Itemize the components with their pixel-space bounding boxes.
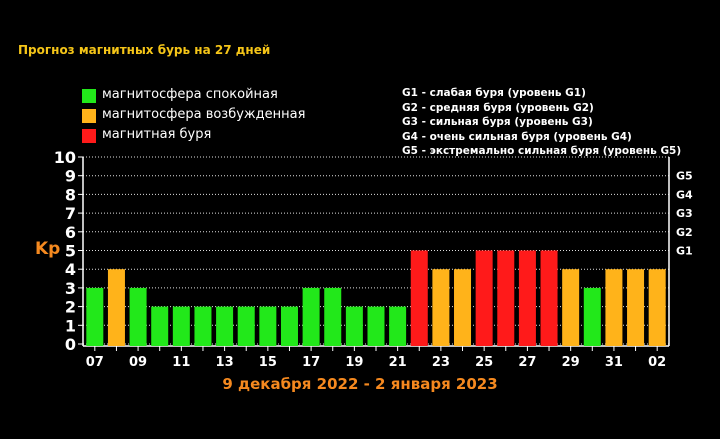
x-tick-label-21: 21 [389,355,407,370]
bar-25 [475,250,493,346]
bar-11 [172,306,190,346]
right-tick-label-g3: G3 [676,207,693,220]
x-tick-label-15: 15 [259,355,277,370]
y-tick-label-1: 1 [65,316,76,335]
bar-22 [410,250,428,346]
bar-19 [345,306,363,346]
legend-swatch-active [82,109,96,123]
y-tick-label-7: 7 [65,204,76,223]
bar-29 [562,269,580,346]
legend-g-scale: G1 - слабая буря (уровень G1) G2 - средн… [402,86,681,159]
x-tick-label-19: 19 [345,355,363,370]
chart-title: Прогноз магнитных бурь на 27 дней [18,43,271,57]
x-tick-label-17: 17 [302,355,320,370]
bar-14 [237,306,255,346]
y-tick-label-8: 8 [65,185,76,204]
bar-31 [605,269,623,346]
bar-15 [259,306,277,346]
legend-g5: G5 - экстремально сильная буря (уровень … [402,145,682,158]
bar-27 [518,250,536,346]
x-tick-label-02: 02 [648,355,666,370]
legend-label-active: магнитосфера возбужденная [102,107,306,122]
bar-23 [432,269,450,346]
bar-07 [86,287,104,346]
x-tick-label-27: 27 [518,355,536,370]
bar-12 [194,306,212,346]
x-tick-label-31: 31 [605,355,623,370]
bar-30 [583,287,601,346]
y-axis-label: Kp [35,239,61,259]
bar-13 [216,306,234,346]
legend-g3: G3 - сильная буря (уровень G3) [402,116,593,129]
y-tick-label-0: 0 [65,335,76,354]
y-tick-label-4: 4 [65,260,76,279]
bar-08 [107,269,125,346]
bar-09 [129,287,147,346]
x-tick-label-07: 07 [86,355,104,370]
legend-g1: G1 - слабая буря (уровень G1) [402,87,586,99]
y-tick-label-3: 3 [65,279,76,298]
right-tick-label-g1: G1 [676,245,693,258]
legend-swatch-storm [82,129,96,143]
bar-01 [627,269,645,346]
x-tick-label-25: 25 [475,355,493,370]
y-tick-label-10: 10 [54,148,76,167]
legend-g4: G4 - очень сильная буря (уровень G4) [402,130,632,143]
x-tick-label-13: 13 [216,355,234,370]
right-tick-label-g4: G4 [676,188,693,201]
bar-10 [151,306,169,346]
legend-label-storm: магнитная буря [102,127,212,142]
legend-label-calm: магнитосфера спокойная [102,87,278,102]
date-range-label: 9 декабря 2022 - 2 января 2023 [222,375,498,393]
y-tick-label-9: 9 [65,167,76,186]
right-tick-label-g2: G2 [676,226,693,239]
bar-24 [454,269,472,346]
bar-20 [367,306,385,346]
bar-02 [648,269,666,346]
x-tick-label-23: 23 [432,355,450,370]
legend-swatch-calm [82,89,96,103]
bar-21 [389,306,407,346]
x-tick-label-11: 11 [172,355,190,370]
x-tick-label-09: 09 [129,355,147,370]
y-tick-label-6: 6 [65,223,76,242]
right-tick-label-g5: G5 [676,170,693,183]
bar-26 [497,250,515,346]
bar-17 [302,287,320,346]
x-tick-label-29: 29 [562,355,580,370]
y-tick-label-5: 5 [65,242,76,261]
bar-18 [324,287,342,346]
legend-g2: G2 - средняя буря (уровень G2) [402,101,594,114]
y-tick-label-2: 2 [65,298,76,317]
bar-16 [280,306,298,346]
bar-28 [540,250,558,346]
